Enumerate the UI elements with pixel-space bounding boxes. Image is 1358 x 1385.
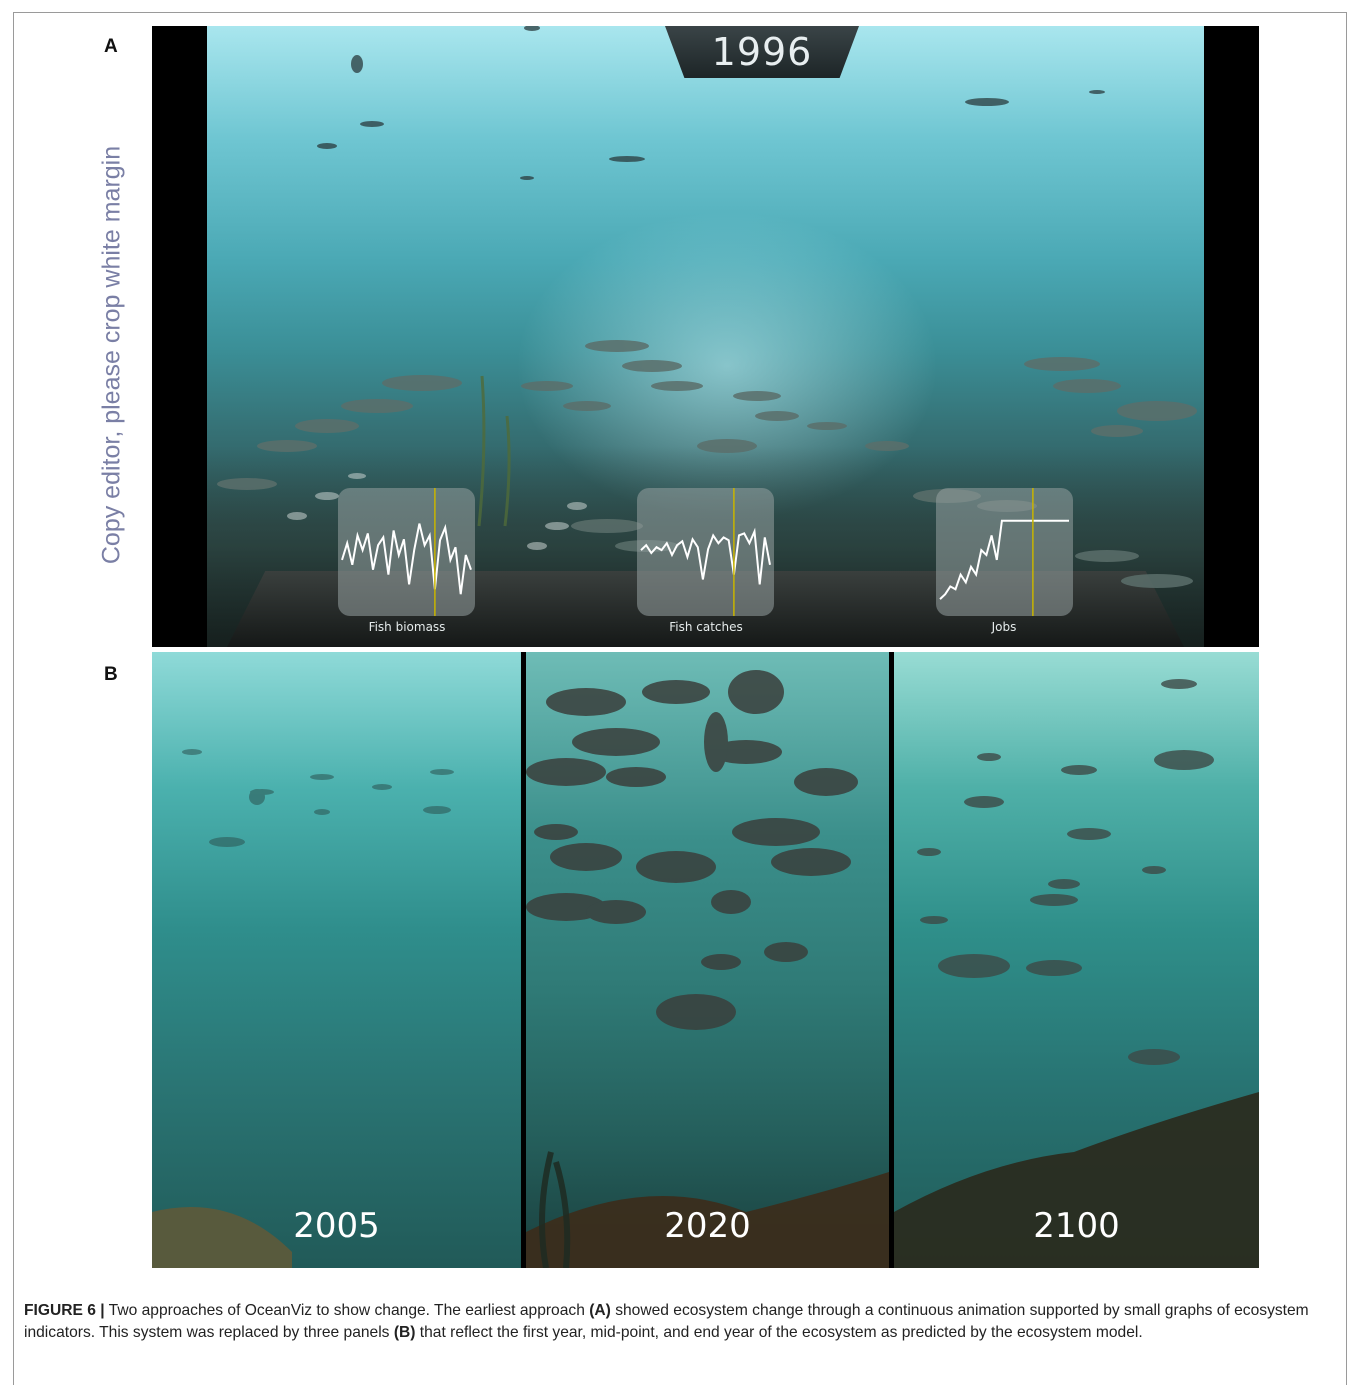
- fish-biomass-chart: [338, 488, 475, 616]
- year-label-2020: 2020: [664, 1206, 751, 1246]
- copy-editor-note: Copy editor, please crop white margin: [97, 145, 126, 565]
- panel-b-image: 2005: [152, 652, 1259, 1268]
- scene-2005: 2005: [152, 652, 521, 1268]
- panel-a-image: 1996 Fish biomass Fish catches Jobs: [152, 26, 1259, 647]
- jobs-chart: [936, 488, 1073, 616]
- year-banner: 1996: [665, 26, 859, 78]
- fish-2020-image: [526, 670, 889, 1268]
- year-label-2100: 2100: [1033, 1206, 1120, 1246]
- panel-divider: [521, 652, 526, 1268]
- caption-ref-a: (A): [589, 1302, 611, 1319]
- chart-label-fish-catches: Fish catches: [669, 620, 743, 634]
- fish-catches-chart: [637, 488, 774, 616]
- indicator-line: [939, 519, 1069, 600]
- scene-2020: 2020: [526, 652, 889, 1268]
- indicator-line: [341, 523, 472, 595]
- caption-text-1: Two approaches of OceanViz to show chang…: [104, 1302, 590, 1319]
- panel-divider: [889, 652, 894, 1268]
- chart-label-jobs: Jobs: [991, 620, 1017, 634]
- indicator-line: [640, 527, 771, 585]
- panel-b-letter: B: [104, 664, 118, 685]
- year-label-2005: 2005: [293, 1206, 380, 1246]
- caption-ref-b: (B): [393, 1324, 416, 1341]
- fish-2005-image: [152, 749, 454, 1268]
- chart-label-fish-biomass: Fish biomass: [368, 620, 446, 634]
- underwater-scene: 1996 Fish biomass Fish catches Jobs: [207, 26, 1204, 647]
- caption-text-3: that reflect the first year, mid-point, …: [415, 1324, 1143, 1341]
- caption-text-2: showed ecosystem change through a contin…: [24, 1302, 1309, 1341]
- panel-a-letter: A: [104, 36, 118, 57]
- figure-caption: FIGURE 6 | Two approaches of OceanViz to…: [24, 1300, 1340, 1344]
- figure-label: FIGURE 6 |: [24, 1302, 105, 1319]
- fish-2100-image: [894, 679, 1259, 1268]
- scene-2100: 2100: [894, 652, 1259, 1268]
